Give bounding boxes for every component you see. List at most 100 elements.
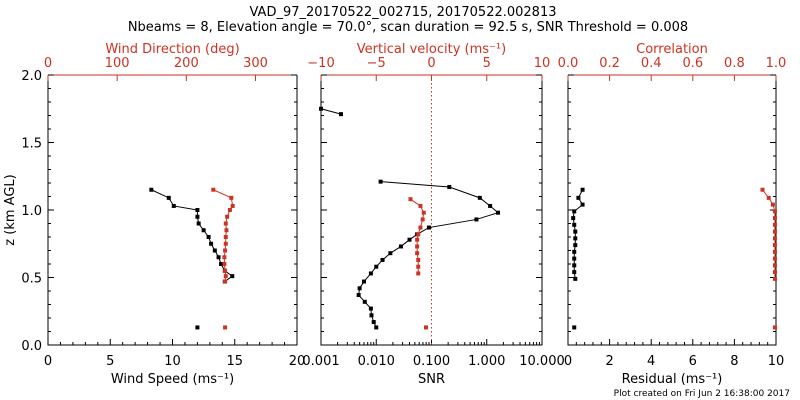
top-tick-label: 100 [105,56,130,71]
top-tick-label: 1.0 [766,56,787,71]
series-line [320,108,342,115]
data-point [374,264,379,269]
top-tick-label: 5 [483,56,491,71]
data-point [760,187,765,192]
bottom-axis-label: Residual (ms⁻¹) [622,372,723,387]
data-point [571,216,576,221]
y-tick-label: 0.0 [21,339,42,354]
data-point [222,262,227,266]
bottom-tick-label: 0.001 [302,354,339,369]
data-point [362,299,367,304]
data-point [423,325,428,330]
top-tick-label: 0.8 [724,56,745,71]
data-point [371,320,376,325]
data-point [772,325,777,330]
data-point [772,243,777,248]
data-point [576,195,581,200]
bottom-tick-label: 1.000 [468,354,505,369]
top-tick-label: 0 [427,56,435,71]
data-point [572,256,577,261]
bottom-tick-label: 2 [605,354,613,369]
data-point [772,263,777,268]
data-point [416,271,421,276]
bottom-tick-label: 0.010 [358,354,395,369]
data-point [356,293,361,298]
data-point [418,203,423,208]
data-point [772,256,777,261]
top-tick-label: −10 [307,56,334,71]
data-point [171,203,176,208]
data-point [230,274,235,279]
top-axis-label: Wind Direction (deg) [105,42,239,57]
data-point [361,279,366,284]
data-point [380,257,385,262]
data-point [772,276,777,281]
data-point [772,216,777,221]
data-point [447,185,452,190]
data-point [415,237,420,242]
top-tick-label: 10 [534,56,551,71]
panel-2: 0.001 0.010 0.100 1.000 10.000 SNR −10 −5 0 5 10 Ve… [302,42,564,387]
data-point [223,241,228,246]
data-point [219,262,224,266]
data-point [426,225,431,230]
data-point [398,244,403,249]
data-point [223,325,228,330]
data-point [572,249,577,254]
top-tick-label: 300 [243,56,268,71]
top-axis-label: Vertical velocity (ms⁻¹) [357,42,506,57]
top-tick-label: 0.6 [682,56,703,71]
y-tick-label: 0.5 [21,272,42,287]
data-point [770,202,775,207]
bottom-tick-label: 10 [164,354,181,369]
data-point [772,229,777,234]
data-point [223,221,228,226]
y-tick-label: 1.5 [21,137,42,152]
data-point [378,179,383,184]
data-point [209,241,214,246]
data-point [488,203,493,208]
series-line [151,189,234,282]
data-point [196,221,201,226]
bottom-tick-label: 15 [226,354,243,369]
data-point [573,236,578,241]
data-point [223,274,228,279]
bottom-tick-label: 8 [730,354,738,369]
data-point [195,325,200,330]
data-point [211,187,216,192]
data-point [223,248,228,253]
data-point [418,225,423,230]
data-point [319,106,323,111]
data-point [772,222,777,227]
data-point [374,325,379,330]
data-point [421,210,426,215]
series-line [410,198,425,274]
data-point [223,279,228,284]
data-point [222,255,227,260]
data-point [166,195,171,200]
bottom-tick-label: 4 [647,354,655,369]
data-point [408,197,413,202]
data-point [223,235,228,239]
y-axis-label: z (km AGL) [3,174,18,245]
data-point [369,313,374,318]
series-line [358,181,500,328]
data-point [416,257,421,262]
bottom-tick-label: 20 [289,354,306,369]
plot-frame [567,75,777,346]
data-point [206,235,211,239]
data-point [772,236,777,241]
bottom-tick-label: 0 [44,354,52,369]
data-point [415,244,420,249]
data-point [420,217,425,222]
bottom-tick-label: 10.000 [519,354,565,369]
data-point [212,248,217,253]
top-tick-label: 200 [174,56,199,71]
data-point [415,251,420,256]
data-point [388,251,393,256]
data-point [572,209,577,214]
data-point [195,208,200,212]
data-point [766,195,771,200]
data-point [474,217,479,222]
